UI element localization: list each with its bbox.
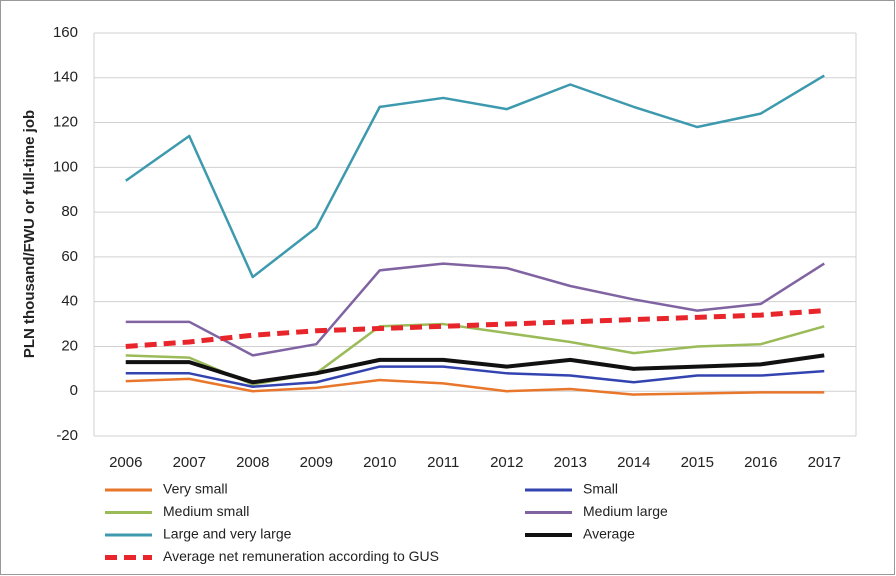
x-tick-label: 2012	[490, 454, 523, 471]
y-tick-label: -20	[56, 427, 78, 444]
legend-label: Small	[583, 481, 618, 497]
legend-label: Average net remuneration according to GU…	[163, 548, 439, 564]
series-line	[125, 74, 825, 279]
x-tick-label: 2008	[236, 454, 269, 471]
x-tick-label: 2017	[808, 454, 841, 471]
legend-label: Large and very large	[163, 526, 292, 542]
y-tick-label: 40	[61, 293, 78, 310]
x-tick-label: 2015	[681, 454, 714, 471]
y-tick-label: 80	[61, 203, 78, 220]
legend-label: Very small	[163, 481, 228, 497]
y-axis-label: PLN thousand/FWU or full-time job	[21, 110, 38, 358]
x-tick-label: 2013	[554, 454, 587, 471]
y-tick-label: 60	[61, 248, 78, 265]
y-tick-label: 140	[53, 69, 78, 86]
x-tick-label: 2006	[109, 454, 142, 471]
series-line	[125, 377, 825, 396]
y-tick-label: 0	[70, 382, 78, 399]
y-tick-label: 100	[53, 158, 78, 175]
legend-label: Medium large	[583, 503, 668, 519]
x-tick-label: 2007	[173, 454, 206, 471]
series-line	[125, 353, 825, 385]
y-tick-label: 20	[61, 337, 78, 354]
y-tick-label: 120	[53, 114, 78, 131]
x-tick-label: 2009	[300, 454, 333, 471]
series-line	[125, 262, 825, 357]
series-line	[125, 308, 825, 349]
series-line	[125, 365, 825, 388]
legend-label: Medium small	[163, 503, 249, 519]
x-tick-label: 2014	[617, 454, 650, 471]
legend-label: Average	[583, 526, 635, 542]
x-tick-label: 2011	[427, 454, 459, 471]
y-tick-label: 160	[53, 24, 78, 41]
x-tick-label: 2010	[363, 454, 396, 471]
x-tick-label: 2016	[744, 454, 777, 471]
